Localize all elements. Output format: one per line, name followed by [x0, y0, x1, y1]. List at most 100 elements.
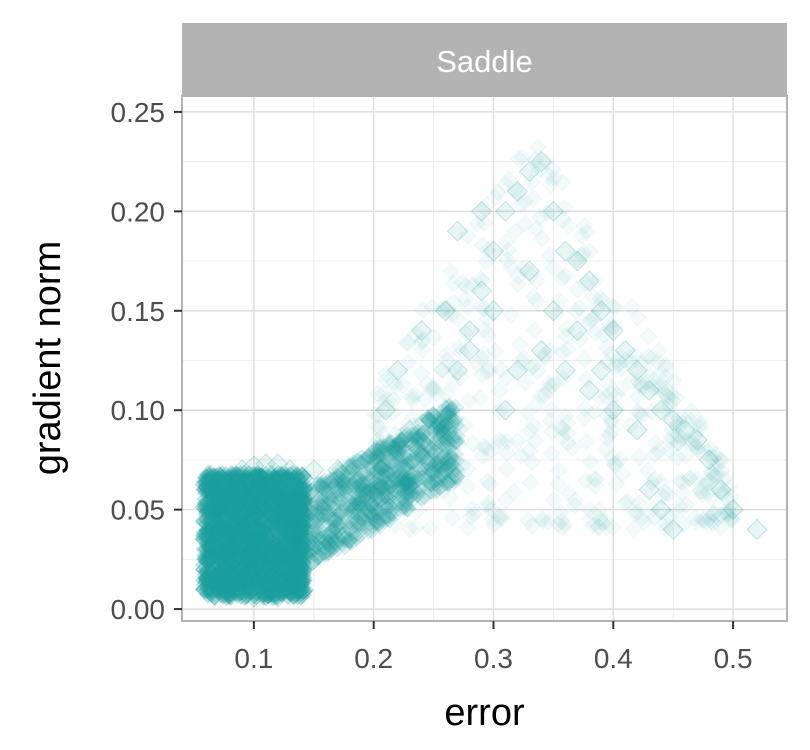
scatter-point	[557, 326, 576, 346]
scatter-point	[208, 574, 227, 593]
scatter-point	[440, 447, 459, 466]
scatter-point	[195, 480, 214, 499]
scatter-point	[214, 569, 233, 589]
scatter-point	[261, 474, 280, 494]
scatter-point	[233, 528, 253, 547]
scatter-point	[559, 483, 578, 502]
scatter-point	[267, 487, 286, 506]
scatter-point	[284, 469, 303, 488]
scatter-point	[237, 554, 257, 573]
scatter-point	[395, 472, 415, 492]
scatter-point	[281, 544, 300, 563]
scatter-point	[208, 563, 227, 582]
scatter-point	[236, 471, 255, 490]
scatter-point	[333, 526, 353, 545]
scatter-point	[402, 481, 421, 501]
scatter-point	[527, 291, 546, 311]
scatter-point	[267, 507, 287, 526]
scatter-point	[246, 500, 265, 519]
scatter-point	[610, 450, 630, 469]
scatter-point	[664, 371, 683, 390]
scatter-point	[302, 533, 322, 552]
scatter-point	[286, 515, 305, 534]
scatter-point	[206, 557, 225, 576]
scatter-point	[532, 229, 551, 248]
scatter-point	[197, 540, 216, 560]
scatter-point	[445, 465, 465, 485]
scatter-point	[247, 506, 266, 525]
scatter-point	[644, 378, 663, 397]
scatter-point	[194, 529, 213, 548]
scatter-point	[291, 558, 311, 578]
scatter-point	[264, 487, 283, 506]
scatter-point	[272, 553, 291, 572]
scatter-point	[239, 555, 258, 574]
scatter-point	[285, 529, 304, 548]
scatter-point	[264, 583, 283, 602]
scatter-point	[257, 548, 276, 567]
scatter-point	[287, 484, 307, 503]
scatter-point	[322, 536, 341, 556]
scatter-point	[347, 472, 366, 491]
scatter-point	[436, 384, 456, 404]
scatter-point	[367, 432, 386, 452]
scatter-point	[666, 388, 686, 408]
scatter-point	[446, 452, 466, 471]
scatter-point	[264, 469, 284, 488]
scatter-point	[289, 524, 308, 543]
scatter-point	[281, 477, 300, 497]
scatter-point	[292, 559, 311, 578]
scatter-point	[285, 577, 304, 596]
scatter-point	[285, 489, 305, 509]
scatter-point	[290, 517, 310, 536]
scatter-point	[378, 435, 397, 454]
scatter-point	[396, 483, 415, 503]
scatter-point	[216, 560, 236, 579]
scatter-point	[256, 513, 275, 532]
scatter-point	[295, 580, 315, 600]
scatter-point	[280, 475, 299, 494]
scatter-point	[577, 223, 597, 242]
scatter-point	[348, 469, 368, 488]
scatter-point	[430, 408, 450, 427]
scatter-point	[282, 532, 302, 551]
scatter-point	[283, 471, 302, 491]
scatter-point	[220, 472, 240, 491]
scatter-point	[436, 459, 455, 478]
scatter-point	[240, 553, 259, 572]
scatter-point	[295, 552, 314, 571]
scatter-point	[217, 506, 237, 526]
scatter-point	[296, 505, 315, 525]
scatter-point	[326, 532, 345, 551]
scatter-point	[199, 568, 218, 587]
scatter-point	[237, 509, 256, 528]
scatter-point	[231, 533, 250, 553]
scatter-point	[239, 568, 258, 587]
scatter-point	[293, 491, 313, 511]
scatter-point	[265, 467, 284, 486]
scatter-point	[307, 512, 326, 532]
scatter-point	[497, 368, 516, 388]
scatter-point	[343, 494, 362, 513]
scatter-point	[241, 526, 260, 545]
scatter-point	[233, 483, 252, 502]
scatter-point	[197, 493, 216, 513]
scatter-point	[202, 582, 221, 601]
scatter-point	[293, 539, 313, 559]
scatter-point	[333, 464, 352, 484]
scatter-point	[302, 511, 321, 531]
scatter-point	[225, 470, 245, 489]
scatter-point	[329, 502, 348, 521]
scatter-point	[224, 576, 244, 596]
scatter-point	[437, 345, 457, 364]
scatter-point	[278, 510, 297, 529]
scatter-point	[216, 564, 235, 584]
scatter-point	[284, 497, 303, 516]
x-axis-title: error	[444, 692, 525, 734]
scatter-point	[281, 571, 300, 591]
scatter-point	[201, 512, 220, 531]
scatter-point	[217, 548, 236, 567]
scatter-point	[263, 519, 282, 539]
scatter-point	[401, 444, 421, 464]
scatter-point	[450, 337, 469, 357]
